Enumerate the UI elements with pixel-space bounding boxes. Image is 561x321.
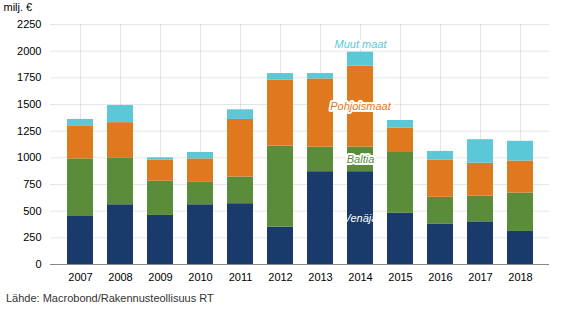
svg-text:2007: 2007 xyxy=(68,271,92,283)
svg-text:2015: 2015 xyxy=(388,271,412,283)
svg-text:Baltia: Baltia xyxy=(347,153,375,165)
svg-text:Pohjoismaat: Pohjoismaat xyxy=(330,100,391,112)
svg-text:2009: 2009 xyxy=(148,271,172,283)
svg-text:1000: 1000 xyxy=(17,151,41,163)
svg-text:2017: 2017 xyxy=(468,271,492,283)
svg-text:2250: 2250 xyxy=(17,18,41,30)
svg-text:2000: 2000 xyxy=(17,45,41,57)
svg-text:250: 250 xyxy=(23,231,41,243)
svg-text:2014: 2014 xyxy=(348,271,372,283)
svg-text:500: 500 xyxy=(23,205,41,217)
svg-text:2018: 2018 xyxy=(508,271,532,283)
svg-text:1250: 1250 xyxy=(17,125,41,137)
svg-text:2011: 2011 xyxy=(229,271,253,283)
html-text:Lähde: Macrobond/Rakennusteoll: Lähde: Macrobond/Rakennusteollisuus RT xyxy=(6,292,214,304)
svg-text:Muut maat: Muut maat xyxy=(335,38,388,50)
svg-text:Venäjä: Venäjä xyxy=(344,212,378,224)
svg-text:1500: 1500 xyxy=(17,98,41,110)
svg-text:2016: 2016 xyxy=(428,271,452,283)
svg-text:2013: 2013 xyxy=(308,271,332,283)
svg-text:1750: 1750 xyxy=(17,71,41,83)
svg-text:milj. €: milj. € xyxy=(4,1,33,13)
svg-text:2010: 2010 xyxy=(188,271,212,283)
svg-text:0: 0 xyxy=(35,258,41,270)
svg-text:750: 750 xyxy=(23,178,41,190)
svg-text:2008: 2008 xyxy=(108,271,132,283)
svg-text:2012: 2012 xyxy=(268,271,292,283)
